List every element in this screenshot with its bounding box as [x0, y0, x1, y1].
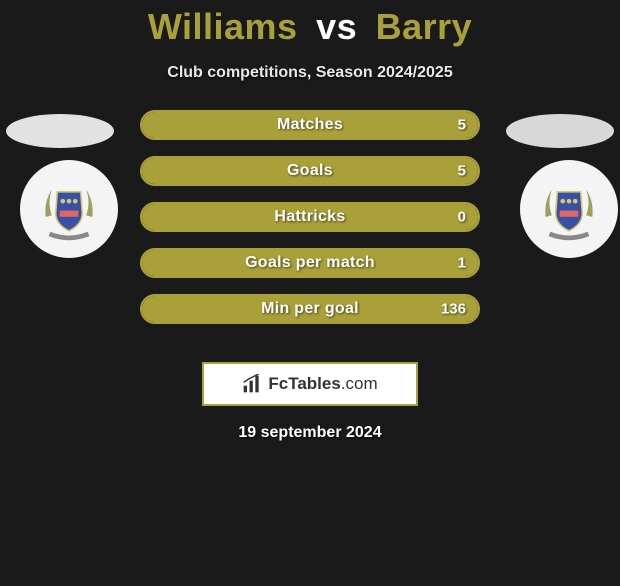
- stat-bar: Matches 5: [140, 110, 480, 140]
- stat-bars: Matches 5 Goals 5 Hattricks 0 Goals per …: [140, 110, 480, 340]
- stat-label: Goals per match: [142, 254, 478, 272]
- crest-left-icon: [30, 170, 108, 248]
- stat-bar: Goals per match 1: [140, 248, 480, 278]
- brand-suffix: .com: [341, 374, 378, 393]
- subtitle: Club competitions, Season 2024/2025: [0, 64, 620, 82]
- left-ellipse: [6, 114, 114, 148]
- stat-bar: Min per goal 136: [140, 294, 480, 324]
- stat-value-right: 136: [441, 301, 466, 318]
- stat-label: Min per goal: [142, 300, 478, 318]
- stat-value-right: 1: [458, 255, 466, 272]
- stat-value-right: 5: [458, 163, 466, 180]
- player1-name: Williams: [148, 6, 298, 47]
- club-crest-left: [20, 160, 118, 258]
- crest-right-icon: [530, 170, 608, 248]
- right-ellipse: [506, 114, 614, 148]
- stat-value-right: 5: [458, 117, 466, 134]
- stat-value-right: 0: [458, 209, 466, 226]
- player2-name: Barry: [376, 6, 473, 47]
- brand-name: FcTables: [268, 374, 340, 393]
- date-text: 19 september 2024: [0, 424, 620, 442]
- page-title: Williams vs Barry: [0, 6, 620, 48]
- stat-label: Hattricks: [142, 208, 478, 226]
- club-crest-right: [520, 160, 618, 258]
- brand-link[interactable]: FcTables.com: [202, 362, 418, 406]
- comparison-chart: Matches 5 Goals 5 Hattricks 0 Goals per …: [0, 110, 620, 350]
- stat-bar: Hattricks 0: [140, 202, 480, 232]
- root: Williams vs Barry Club competitions, Sea…: [0, 6, 620, 442]
- stat-label: Goals: [142, 162, 478, 180]
- brand-text: FcTables.com: [268, 374, 377, 394]
- bar-chart-icon: [242, 374, 262, 394]
- title-vs: vs: [316, 6, 357, 47]
- stat-label: Matches: [142, 116, 478, 134]
- stat-bar: Goals 5: [140, 156, 480, 186]
